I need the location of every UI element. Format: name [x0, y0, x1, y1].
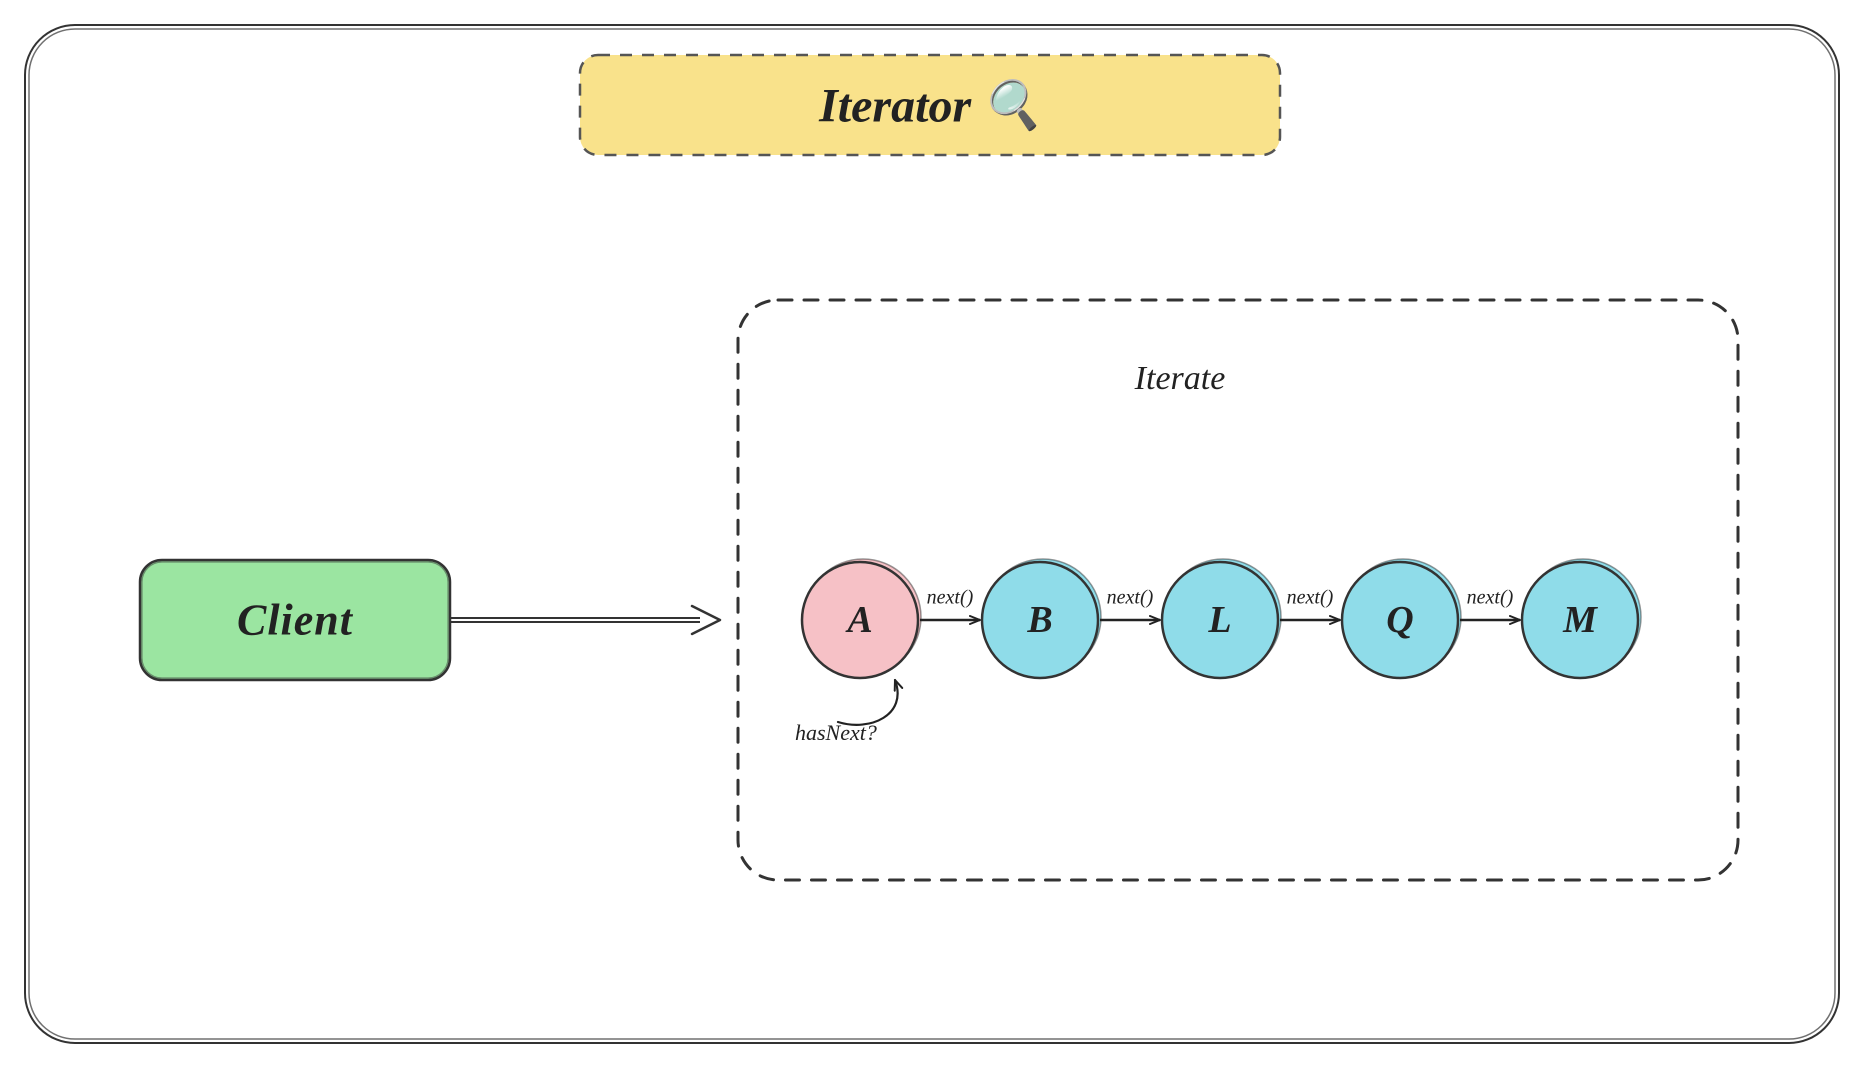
edge-label-q-m: next()	[1467, 587, 1514, 610]
node-m: M	[1563, 598, 1597, 642]
iterate-container-label: Iterate	[1135, 360, 1226, 398]
diagram-svg	[0, 0, 1864, 1087]
title-text: Iterator	[819, 80, 971, 133]
node-b: B	[1027, 598, 1052, 642]
node-q: Q	[1386, 598, 1413, 642]
edge-label-b-l: next()	[1107, 587, 1154, 610]
edge-label-a-b: next()	[927, 587, 974, 610]
node-l: L	[1208, 598, 1231, 642]
diagram-stage: Iterator🔍 Client Iterate A B L Q Mnext() next() n…	[0, 0, 1864, 1087]
magnifier-icon: 🔍	[981, 80, 1041, 133]
client-node: Client	[237, 595, 353, 646]
node-a: A	[847, 598, 872, 642]
hasnext-label: hasNext?	[795, 720, 877, 746]
edge-label-l-q: next()	[1287, 587, 1334, 610]
diagram-title: Iterator🔍	[819, 77, 1041, 134]
